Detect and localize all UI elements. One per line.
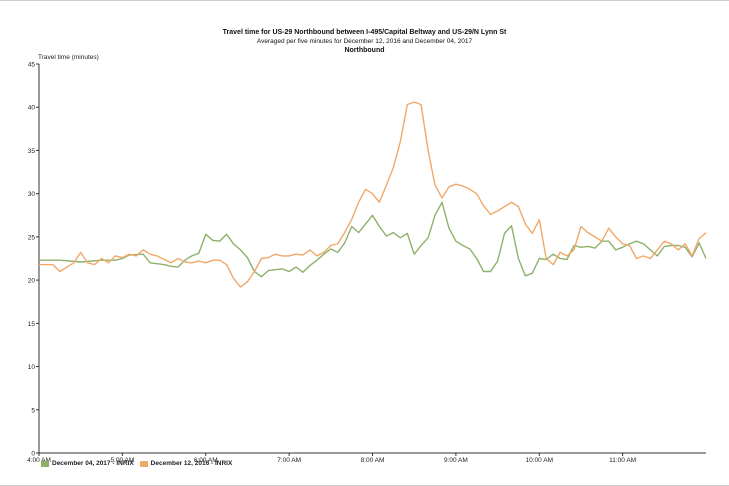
series-line-december-12-2016 bbox=[39, 101, 707, 288]
legend-label-2016: December 12, 2016 - INRIX bbox=[150, 460, 233, 467]
x-tick-label: 5:00 AM bbox=[110, 457, 134, 464]
legend-swatch-2017 bbox=[41, 460, 49, 467]
y-tick-label: 15 bbox=[28, 321, 36, 328]
chart-direction-label: Northbound bbox=[344, 47, 385, 54]
legend-item-2017: December 04, 2017 - INRIX bbox=[41, 460, 134, 467]
y-tick-label: 45 bbox=[28, 62, 36, 69]
x-axis-ticks: 4:00 AM 5:00 AM 6:00 AM 7:00 AM 8:00 AM 9:00 … bbox=[27, 453, 636, 464]
y-tick-label: 5 bbox=[31, 407, 35, 414]
x-tick-label: 10:00 AM bbox=[526, 457, 553, 464]
y-tick-label: 0 bbox=[31, 451, 35, 458]
legend-swatch-2016 bbox=[139, 460, 148, 467]
legend-item-2016: December 12, 2016 - INRIX bbox=[139, 460, 233, 467]
chart-legend: December 04, 2017 - INRIX December 12, 2… bbox=[41, 460, 238, 467]
x-tick-label: 6:00 AM bbox=[194, 457, 218, 464]
chart-title: Travel time for US-29 Northbound between… bbox=[222, 29, 507, 36]
y-tick-label: 35 bbox=[28, 148, 36, 155]
chart-title-block: Travel time for US-29 Northbound between… bbox=[0, 28, 729, 55]
series-line-december-04-2017 bbox=[39, 201, 707, 278]
x-tick-label: 8:00 AM bbox=[361, 457, 385, 464]
x-tick-label: 4:00 AM bbox=[27, 457, 51, 464]
chart-subtitle: Averaged per five minutes for December 1… bbox=[256, 38, 473, 45]
legend-label-2017: December 04, 2017 - INRIX bbox=[52, 460, 134, 467]
x-tick-label: 7:00 AM bbox=[277, 457, 301, 464]
series-layer bbox=[39, 101, 707, 288]
y-tick-label: 40 bbox=[28, 105, 36, 112]
y-tick-label: 25 bbox=[28, 234, 36, 241]
x-tick-label: 9:00 AM bbox=[444, 457, 468, 464]
y-axis-ticks: 0 5 10 15 20 25 30 35 40 45 bbox=[28, 62, 39, 458]
y-tick-label: 30 bbox=[28, 191, 36, 198]
axes bbox=[38, 64, 706, 454]
y-tick-label: 10 bbox=[28, 364, 36, 371]
y-axis-label: Travel time (minutes) bbox=[38, 54, 99, 61]
y-tick-label: 20 bbox=[28, 278, 36, 285]
x-tick-label: 11:00 AM bbox=[609, 457, 636, 464]
